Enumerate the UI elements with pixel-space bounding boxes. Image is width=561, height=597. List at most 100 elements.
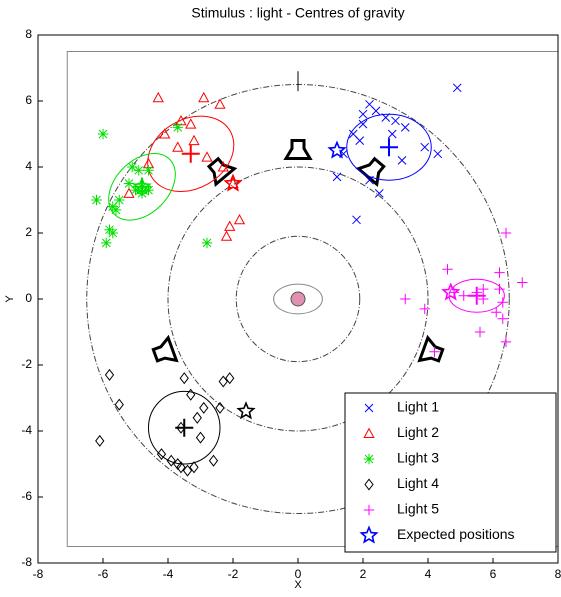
y-tick-label: 8	[25, 27, 32, 41]
data-point	[355, 136, 365, 145]
legend-marker	[363, 453, 375, 465]
speaker-shape	[283, 139, 313, 160]
data-point	[491, 307, 502, 318]
legend-marker	[359, 525, 379, 544]
data-point	[220, 230, 233, 241]
data-point	[132, 176, 152, 195]
data-point	[114, 398, 124, 411]
y-tick-label: 2	[25, 225, 32, 239]
reference-circle	[235, 235, 361, 363]
data-point	[497, 297, 508, 308]
data-point	[374, 189, 384, 198]
x-axis-label: X	[294, 579, 302, 591]
data-point	[332, 172, 342, 182]
data-point	[500, 227, 512, 239]
data-point	[107, 227, 118, 239]
data-point	[225, 372, 235, 385]
data-point	[159, 128, 171, 139]
head-center	[290, 291, 306, 307]
y-tick-label: 4	[25, 159, 32, 173]
spread-ellipse	[148, 390, 221, 465]
speaker	[206, 156, 238, 187]
x-tick-label: 8	[555, 567, 561, 581]
data-point	[400, 293, 411, 305]
data-point	[186, 388, 196, 401]
x-tick-label: -4	[163, 567, 174, 581]
data-point	[166, 454, 176, 467]
data-point	[176, 421, 186, 434]
legend-label: Expected positions	[397, 526, 515, 542]
data-point	[133, 165, 144, 176]
data-point	[201, 151, 213, 162]
x-tick-label: -8	[33, 567, 44, 581]
data-point	[352, 215, 361, 225]
data-point	[217, 161, 229, 172]
data-point	[172, 141, 184, 152]
spread-ellipse	[147, 115, 235, 192]
data-point	[478, 283, 489, 295]
data-point	[500, 336, 512, 348]
data-point	[478, 293, 489, 305]
data-point	[104, 368, 115, 381]
legend-marker	[363, 427, 375, 438]
data-point	[127, 161, 138, 173]
legend-marker	[364, 403, 374, 413]
data-point	[185, 118, 197, 129]
data-point	[371, 106, 381, 116]
data-point	[143, 165, 154, 176]
y-tick-label: -8	[21, 555, 32, 569]
centre-cross	[175, 418, 194, 437]
speaker	[355, 156, 386, 187]
data-point	[494, 283, 505, 295]
data-point	[517, 277, 528, 288]
data-point	[152, 91, 164, 103]
data-point	[192, 411, 202, 424]
legend-label: Light 2	[397, 424, 439, 440]
data-point	[327, 140, 347, 159]
data-point	[136, 188, 148, 199]
data-point	[497, 313, 508, 324]
y-tick-label: 6	[25, 93, 32, 107]
data-point	[97, 128, 109, 140]
legend-box	[344, 392, 557, 553]
data-point	[172, 122, 183, 133]
legend-label: Light 4	[397, 475, 439, 491]
data-point	[156, 448, 167, 461]
data-point	[441, 282, 461, 301]
spread-ellipse	[448, 278, 505, 313]
data-point	[429, 346, 440, 357]
data-point	[188, 134, 200, 146]
legend-label: Light 3	[397, 450, 439, 466]
data-point	[233, 213, 246, 225]
data-point	[198, 91, 210, 103]
x-tick-label: 0	[295, 567, 302, 581]
data-point	[236, 401, 256, 420]
data-point	[114, 194, 125, 206]
data-point	[471, 287, 482, 298]
data-point	[365, 175, 374, 185]
y-tick-label: -4	[21, 423, 32, 437]
x-tick-label: 6	[490, 567, 497, 581]
data-point	[143, 184, 154, 196]
head	[273, 283, 323, 315]
x-tick-label: 4	[425, 567, 432, 581]
speaker-shape	[417, 334, 445, 363]
speaker-shape	[151, 334, 179, 363]
data-point	[189, 461, 199, 474]
data-point	[381, 113, 391, 122]
data-point	[400, 123, 410, 132]
data-point	[433, 149, 443, 159]
speaker-shape	[355, 156, 386, 187]
data-point	[208, 454, 219, 467]
data-point	[95, 434, 105, 447]
data-point	[458, 290, 469, 301]
data-point	[123, 178, 135, 189]
speaker	[283, 139, 313, 160]
y-tick-label: -6	[21, 489, 32, 503]
data-point	[494, 267, 505, 278]
data-point	[91, 194, 102, 206]
x-tick-label: -6	[98, 567, 109, 581]
data-point	[110, 204, 122, 216]
x-tick-label: -2	[228, 567, 239, 581]
data-point	[387, 129, 397, 139]
